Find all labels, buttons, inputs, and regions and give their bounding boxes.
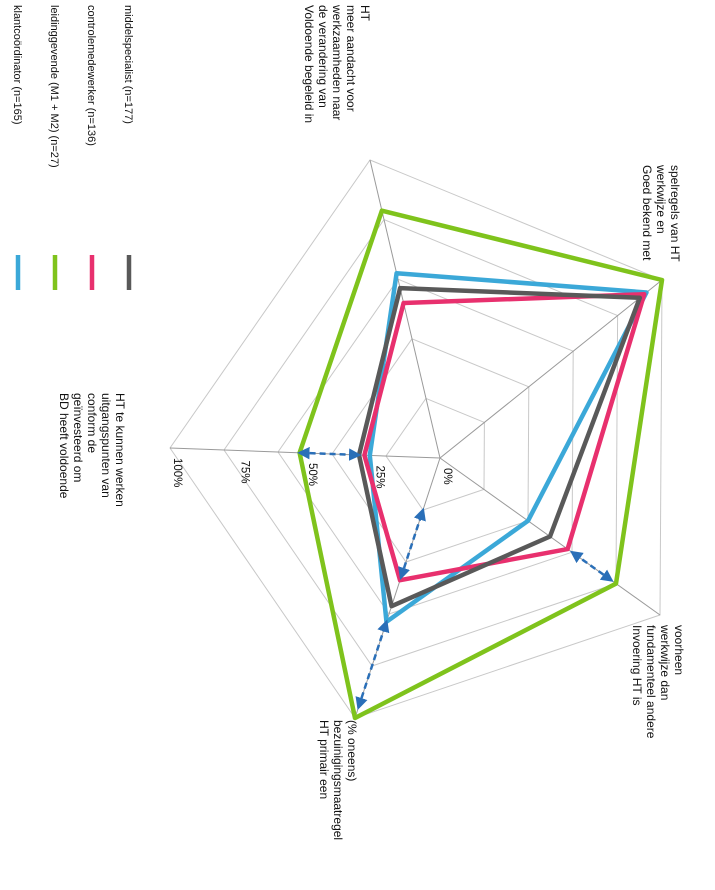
axis-label-line: geïnvesteerd om	[71, 393, 85, 482]
axis-label-line: uitgangspunten van	[99, 393, 113, 498]
difference-arrow	[398, 507, 426, 580]
axis-label-line: HT	[358, 5, 372, 22]
axis-spoke	[369, 159, 441, 459]
tick-labels: 0% 25% 50% 75% 100%	[171, 458, 453, 489]
axis-label-line: Voldoende begeleid in	[302, 5, 316, 123]
axis-label-line: HT primair een	[317, 720, 331, 799]
tick-label: 50%	[306, 463, 318, 486]
axis-label-line: (% oneens)	[345, 720, 359, 781]
tick-label: 25%	[374, 466, 386, 489]
axis-label-upper_right: Goed bekend met werkwijze en spelregels va…	[640, 164, 682, 262]
series-polygon	[297, 208, 665, 721]
tick-label: 75%	[239, 461, 251, 484]
axis-label-line: Invoering HT is	[630, 625, 644, 705]
legend: klantcoördinator (n=165) leidinggevende (…	[11, 5, 134, 290]
axis-label-line: werkwijze en	[654, 164, 668, 234]
axis-label-top: Voldoende begeleid in de verandering van w…	[302, 4, 372, 123]
legend-label: controlemedewerker (n=136)	[85, 5, 97, 146]
legend-label: leidinggevende (M1 + M2) (n=27)	[48, 5, 60, 168]
axis-spoke	[439, 279, 663, 459]
axis-label-line: Goed bekend met	[640, 165, 654, 261]
grid-ring	[223, 218, 619, 667]
axis-labels: Voldoende begeleid in de verandering van w…	[57, 4, 686, 840]
grid-ring	[385, 397, 485, 511]
series-polygon	[356, 285, 643, 609]
axis-label-left: BD heeft voldoende geïnvesteerd om conform…	[57, 393, 127, 507]
difference-arrows	[297, 446, 614, 710]
axis-label-bottom: HT primair een bezuinigingsmaatregel (% on…	[317, 720, 359, 840]
grid-ring	[277, 278, 574, 615]
legend-label: klantcoördinator (n=165)	[11, 5, 23, 125]
chart-series	[297, 208, 665, 721]
difference-arrow	[355, 619, 390, 710]
axis-label-lower_right: Invoering HT is fundamenteel andere werkwi…	[630, 624, 686, 739]
tick-label: 100%	[171, 458, 183, 487]
grid-ring	[331, 338, 530, 563]
axis-label-line: fundamenteel andere	[644, 625, 658, 739]
axis-label-line: conform de	[85, 393, 99, 453]
grid-ring	[169, 159, 663, 719]
axis-label-line: bezuinigingsmaatregel	[331, 720, 345, 840]
axis-label-line: meer aandacht voor	[344, 5, 358, 112]
axis-label-line: spelregels van HT	[668, 165, 682, 262]
axis-label-line: voorheen	[672, 625, 686, 675]
legend-label: middelspecialist (n=177)	[122, 5, 134, 124]
axis-label-line: werkwijze dan	[658, 624, 672, 700]
chart-grid	[169, 159, 663, 719]
axis-label-line: werkzaamheden naar	[330, 4, 344, 120]
difference-arrow	[569, 550, 614, 582]
axis-label-line: HT te kunnen werken	[113, 393, 127, 507]
tick-label: 0%	[441, 468, 453, 485]
axis-label-line: BD heeft voldoende	[57, 393, 71, 499]
axis-label-line: de verandering van	[316, 5, 330, 108]
